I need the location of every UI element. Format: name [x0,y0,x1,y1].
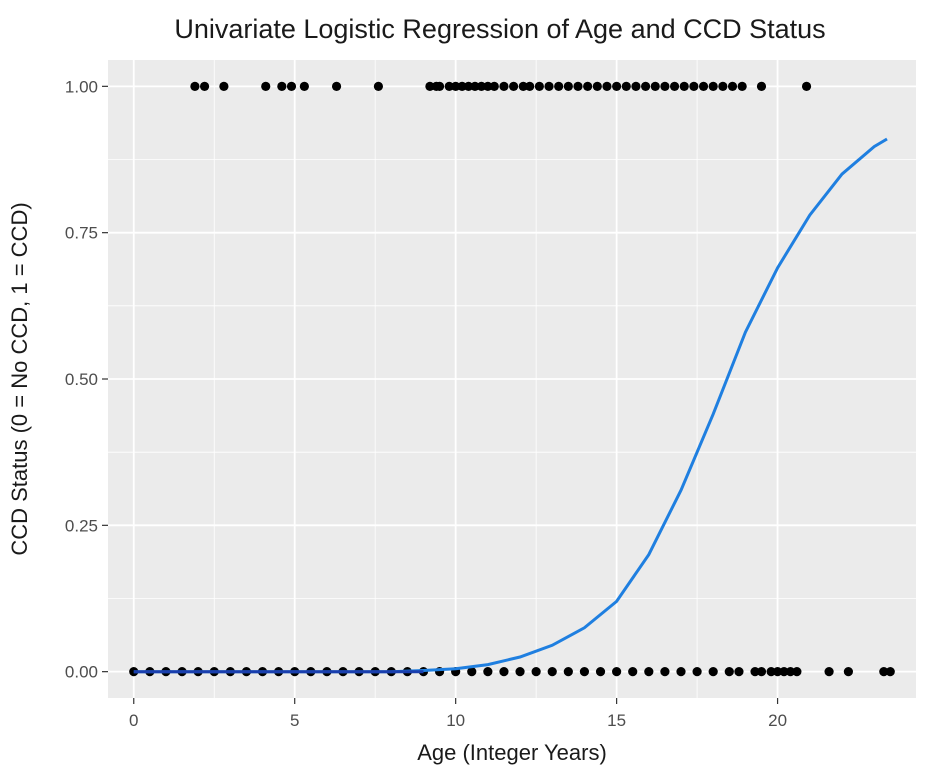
data-point [531,667,541,677]
data-point [669,81,680,91]
data-point [483,81,493,91]
data-point [554,81,564,91]
data-point [602,81,612,91]
data-point [518,81,528,91]
data-point [879,667,889,677]
data-point [756,81,767,91]
data-point [660,667,670,677]
data-point [489,81,499,91]
data-point [373,81,384,91]
x-tick-label: 15 [607,711,626,730]
y-tick-label: 0.25 [65,516,98,535]
data-point [534,81,544,91]
data-point [628,667,638,677]
data-point [261,81,271,91]
data-point [650,81,660,91]
data-point [708,667,718,677]
y-tick-label: 0.50 [65,370,98,389]
data-point [612,667,622,677]
data-point [457,81,467,91]
chart-title: Univariate Logistic Regression of Age an… [174,14,825,44]
data-point [331,81,342,91]
data-point [843,667,853,677]
data-point [801,81,812,91]
data-point [785,667,796,677]
data-point [515,667,525,677]
data-point [277,81,287,91]
data-point [299,81,309,91]
data-point [476,81,487,91]
x-axis-title: Age (Integer Years) [417,740,607,765]
data-point [434,81,445,91]
data-point [727,81,738,91]
data-point [750,667,760,677]
data-point [592,81,602,91]
y-tick-label: 1.00 [65,77,98,96]
data-point [483,667,493,677]
data-point [724,667,734,677]
data-point [718,81,728,91]
data-point [509,81,519,91]
data-point [779,667,789,677]
data-point [463,81,474,91]
data-point [499,81,509,91]
data-point [772,667,783,677]
data-point [547,667,557,677]
gridlines [108,60,916,698]
data-point [563,667,573,677]
data-point [676,667,686,677]
data-point [595,667,606,677]
y-axis-title: CCD Status (0 = No CCD, 1 = CCD) [7,202,32,555]
data-point [640,81,651,91]
x-tick-label: 10 [446,711,465,730]
data-point [579,667,590,677]
data-point [444,81,454,91]
data-point [689,81,699,91]
y-axis: 0.00 0.25 0.50 0.75 1.00 [65,77,108,682]
data-point [286,81,297,91]
data-point [573,81,583,91]
data-point [708,81,718,91]
data-point [737,81,747,91]
data-point [621,81,631,91]
data-point [499,667,509,677]
data-point [660,81,670,91]
data-point [525,81,535,91]
data-point [734,667,744,677]
data-point [544,81,554,91]
data-point [792,667,802,677]
data-point [129,667,139,677]
data-point [467,667,477,677]
y-tick-label: 0.00 [65,663,98,682]
data-point [219,81,229,91]
data-point [470,81,480,91]
x-tick-label: 0 [129,711,138,730]
x-tick-label: 20 [768,711,787,730]
data-point [644,667,654,677]
data-point [631,81,641,91]
data-point [451,81,461,91]
data-point [190,81,200,91]
x-axis: 0 5 10 15 20 [129,698,787,730]
data-point [199,81,210,91]
y-tick-label: 0.75 [65,224,98,243]
data-point [583,81,593,91]
data-point [612,81,622,91]
data-point [698,81,709,91]
data-point [766,667,776,677]
data-point [425,81,435,91]
x-tick-label: 5 [290,711,299,730]
data-point [885,667,895,677]
data-point [756,667,767,677]
data-point [679,81,689,91]
data-point [563,81,573,91]
data-point [692,667,702,677]
data-point [824,667,834,677]
